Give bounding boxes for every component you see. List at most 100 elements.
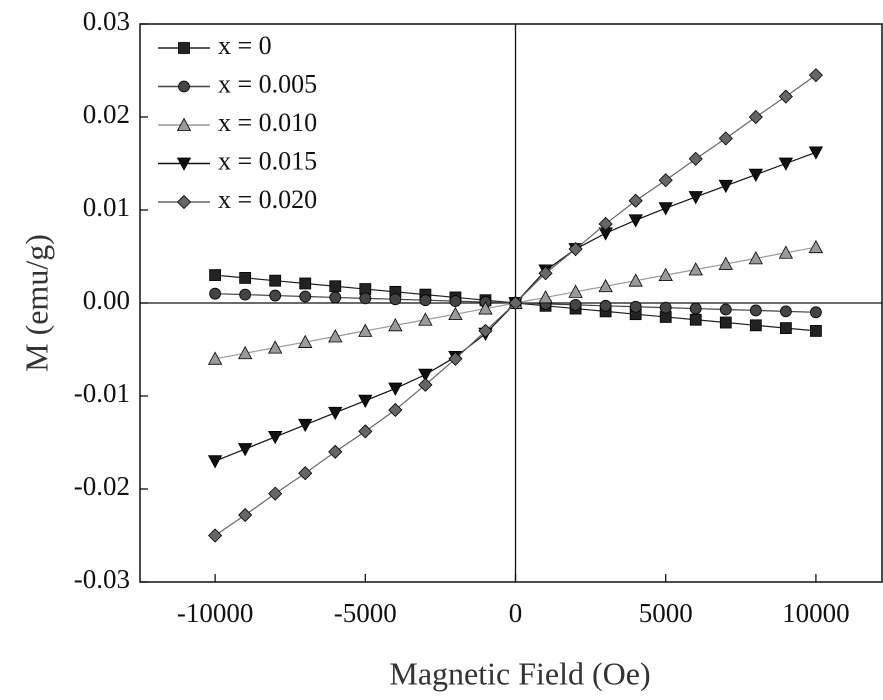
x-axis-label: Magnetic Field (Oe) [389, 655, 650, 691]
x-tick-label: 10000 [782, 598, 850, 628]
marker [810, 306, 822, 319]
marker [329, 291, 342, 304]
marker [269, 289, 282, 302]
marker [176, 157, 192, 171]
marker [388, 382, 403, 396]
marker [239, 288, 252, 301]
marker [239, 271, 252, 284]
marker [628, 214, 643, 228]
marker [779, 305, 792, 318]
marker [418, 312, 433, 326]
marker [778, 89, 793, 104]
x-tick-label: -10000 [177, 598, 254, 628]
marker [718, 179, 733, 194]
marker [178, 42, 190, 54]
marker [538, 266, 553, 281]
y-tick-label: 0.02 [83, 99, 130, 129]
marker [688, 151, 703, 166]
legend-label: x = 0.010 [218, 108, 317, 137]
marker [808, 146, 824, 160]
marker [268, 431, 283, 445]
marker [298, 418, 313, 433]
marker [718, 131, 733, 146]
marker [808, 239, 824, 254]
marker [269, 274, 282, 287]
marker [478, 323, 493, 338]
marker [808, 68, 823, 83]
marker [718, 256, 733, 270]
marker [176, 117, 192, 131]
y-tick-label: 0.03 [83, 6, 130, 36]
marker [568, 241, 583, 257]
marker [689, 302, 702, 315]
marker [207, 351, 223, 365]
marker [358, 424, 373, 439]
marker [388, 402, 403, 418]
marker [268, 340, 283, 354]
marker [238, 507, 253, 523]
marker [298, 334, 313, 348]
y-axis-label: M (emu/g) [18, 234, 54, 372]
marker [299, 290, 312, 303]
marker [208, 528, 223, 543]
marker [749, 319, 762, 332]
marker [178, 80, 190, 93]
marker [176, 194, 192, 210]
legend-label: x = 0 [218, 31, 272, 60]
marker [478, 301, 493, 315]
marker [748, 251, 764, 265]
marker [418, 368, 433, 382]
marker [778, 157, 794, 171]
legend-label: x = 0.005 [218, 69, 317, 98]
marker [748, 109, 763, 125]
marker [328, 329, 343, 343]
marker [569, 298, 582, 311]
marker [268, 486, 283, 501]
marker [328, 406, 343, 421]
marker [448, 306, 463, 321]
marker [658, 202, 673, 216]
marker [810, 324, 822, 337]
marker [237, 443, 253, 457]
marker [419, 294, 432, 307]
marker [209, 287, 222, 300]
marker [538, 290, 553, 304]
marker [207, 455, 223, 469]
marker [719, 316, 732, 329]
marker [659, 301, 672, 314]
marker [658, 267, 673, 282]
marker [298, 466, 313, 481]
marker [568, 284, 583, 298]
y-tick-label: 0.01 [83, 192, 130, 222]
x-tick-label: 0 [509, 598, 523, 628]
marker [358, 394, 373, 408]
marker [449, 295, 462, 308]
marker [388, 317, 403, 332]
marker [628, 273, 643, 287]
marker [688, 262, 703, 276]
marker [658, 173, 673, 188]
marker [598, 216, 613, 232]
marker [508, 295, 523, 311]
legend-label: x = 0.020 [218, 185, 317, 214]
marker [749, 304, 762, 317]
legend-label: x = 0.015 [218, 146, 317, 175]
marker [418, 377, 433, 392]
y-tick-label: -0.01 [74, 378, 130, 408]
marker [778, 245, 794, 259]
x-tick-label: -5000 [334, 598, 397, 628]
marker [628, 193, 643, 208]
marker [779, 322, 792, 335]
marker [328, 444, 343, 459]
y-tick-label: -0.02 [74, 471, 130, 501]
marker [748, 168, 764, 182]
y-tick-label: 0.00 [83, 285, 130, 315]
x-tick-label: 5000 [639, 598, 693, 628]
y-tick-label: -0.03 [74, 564, 130, 594]
marker [689, 313, 702, 326]
marker [448, 351, 463, 366]
marker [719, 303, 732, 316]
marker [209, 269, 222, 282]
marker [688, 191, 703, 205]
